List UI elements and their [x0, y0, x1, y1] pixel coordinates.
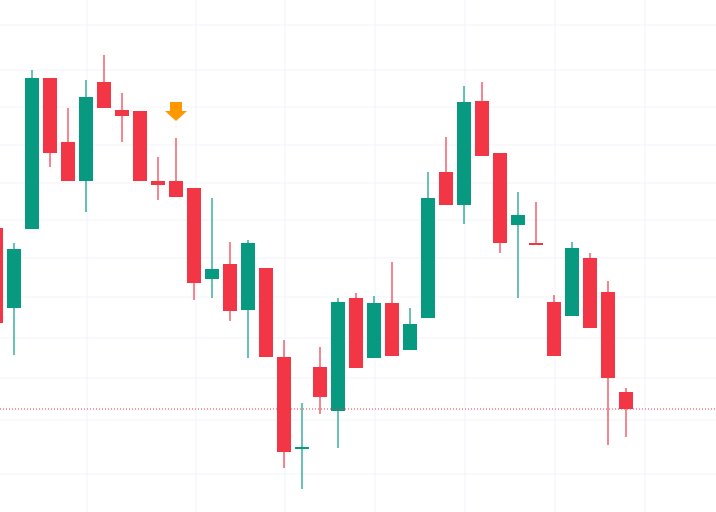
candle-body: [25, 78, 39, 229]
candle-body: [475, 101, 489, 156]
candle-body: [511, 215, 525, 225]
candle-body: [97, 82, 111, 108]
candle-body: [331, 302, 345, 411]
candle-body: [151, 181, 165, 185]
candle-body: [547, 302, 561, 356]
candle-body: [421, 198, 435, 318]
candle-body: [565, 248, 579, 316]
candle-body: [439, 172, 453, 205]
candle-body: [601, 292, 615, 378]
candle-body: [457, 102, 471, 205]
candle-body: [349, 298, 363, 368]
candle-body: [277, 357, 291, 452]
candle-body: [43, 78, 57, 153]
candle-body: [0, 228, 3, 323]
candle-body: [205, 269, 219, 279]
candle-body: [169, 181, 183, 197]
candle-body: [493, 153, 507, 243]
candle-body: [583, 258, 597, 328]
candle-body: [115, 110, 129, 116]
candle-body: [259, 268, 273, 357]
candle-body: [385, 303, 399, 356]
candle-body: [61, 142, 75, 181]
candle-body: [403, 324, 417, 350]
candle-body: [367, 303, 381, 358]
candle-body: [187, 188, 201, 283]
candle-body: [295, 447, 309, 449]
candle-body: [529, 243, 543, 245]
candle-body: [7, 249, 21, 308]
candle-body: [619, 392, 633, 409]
candle-body: [241, 243, 255, 310]
candle-body: [79, 97, 93, 181]
candle-body: [133, 111, 147, 181]
signal-arrow: [165, 102, 187, 121]
candle-body: [223, 264, 237, 311]
candle-body: [313, 367, 327, 397]
